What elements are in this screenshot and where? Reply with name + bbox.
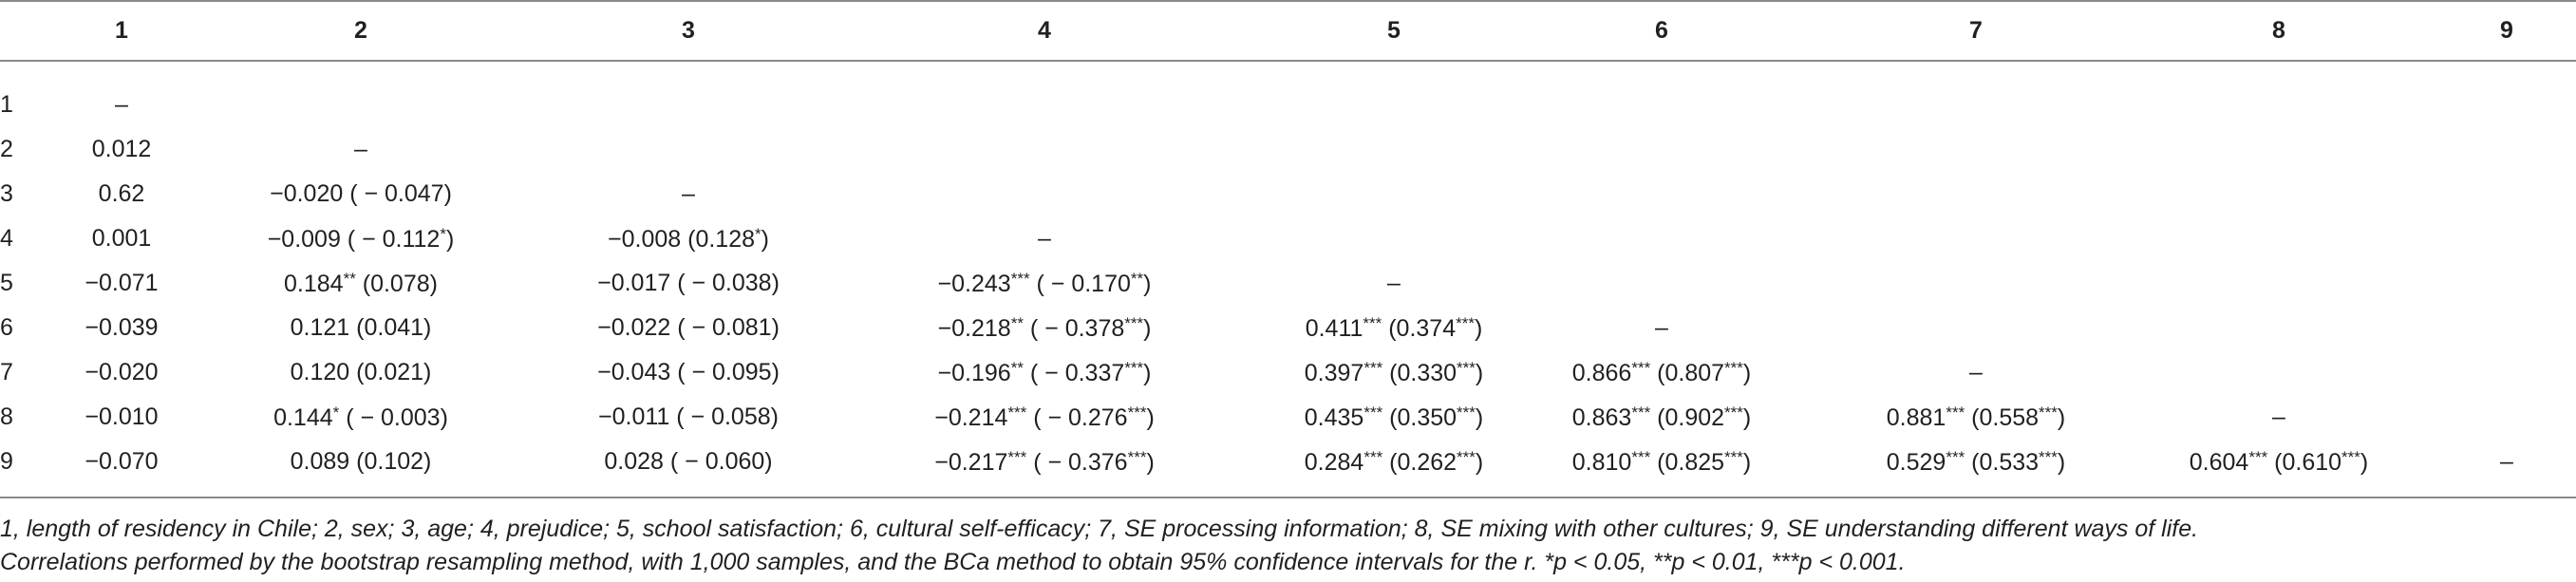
row-label-8: 8 — [0, 404, 13, 430]
table-cell-r9-c9: – — [2500, 448, 2513, 475]
column-header-1: 1 — [115, 17, 128, 44]
table-cell-r7-c2: 0.120 (0.021) — [290, 359, 432, 385]
row-label-7: 7 — [0, 359, 13, 385]
table-cell-r8-c4: −0.214*** ( − 0.276***) — [934, 404, 1155, 431]
table-cell-r7-c7: – — [1969, 359, 1983, 385]
table-cell-r6-c5: 0.411*** (0.374***) — [1305, 314, 1483, 342]
table-cell-r9-c4: −0.217*** ( − 0.376***) — [934, 448, 1155, 476]
table-cell-r9-c7: 0.529*** (0.533***) — [1886, 448, 2066, 476]
row-label-6: 6 — [0, 314, 13, 341]
column-header-4: 4 — [1038, 17, 1051, 44]
table-cell-r5-c4: −0.243*** ( − 0.170**) — [937, 270, 1152, 297]
table-cell-r4-c4: – — [1038, 225, 1051, 252]
table-cell-r8-c8: – — [2272, 404, 2285, 430]
table-cell-r9-c6: 0.810*** (0.825***) — [1571, 448, 1752, 476]
column-header-2: 2 — [354, 17, 367, 44]
row-label-9: 9 — [0, 448, 13, 475]
column-header-5: 5 — [1387, 17, 1401, 44]
table-footnote-method: Correlations performed by the bootstrap … — [0, 549, 1906, 575]
table-cell-r6-c2: 0.121 (0.041) — [290, 314, 432, 341]
table-footnote-abbreviations: 1, length of residency in Chile; 2, sex;… — [0, 516, 2199, 542]
table-cell-r2-c1: 0.012 — [91, 136, 152, 162]
column-header-3: 3 — [682, 17, 695, 44]
table-cell-r2-c2: – — [354, 136, 367, 162]
table-cell-r5-c1: −0.071 — [85, 270, 159, 296]
row-label-1: 1 — [0, 91, 13, 118]
column-header-7: 7 — [1969, 17, 1983, 44]
table-cell-r9-c2: 0.089 (0.102) — [290, 448, 432, 475]
table-cell-r7-c1: −0.020 — [85, 359, 159, 385]
table-cell-r5-c3: −0.017 ( − 0.038) — [597, 270, 780, 296]
table-cell-r5-c5: – — [1387, 270, 1401, 296]
row-label-4: 4 — [0, 225, 13, 252]
row-label-2: 2 — [0, 136, 13, 162]
table-header-rule — [0, 60, 2576, 62]
table-cell-r9-c1: −0.070 — [85, 448, 159, 475]
row-label-3: 3 — [0, 180, 13, 207]
table-cell-r5-c2: 0.184** (0.078) — [284, 270, 438, 297]
table-cell-r6-c4: −0.218** ( − 0.378***) — [937, 314, 1152, 342]
table-cell-r8-c7: 0.881*** (0.558***) — [1886, 404, 2066, 431]
table-cell-r6-c1: −0.039 — [85, 314, 159, 341]
table-bottom-rule — [0, 497, 2576, 498]
column-header-9: 9 — [2500, 17, 2513, 44]
row-label-5: 5 — [0, 270, 13, 296]
table-cell-r6-c3: −0.022 ( − 0.081) — [597, 314, 780, 341]
table-cell-r4-c3: −0.008 (0.128*) — [608, 225, 769, 253]
table-cell-r8-c2: 0.144* ( − 0.003) — [273, 404, 448, 431]
table-cell-r1-c1: – — [115, 91, 128, 118]
table-cell-r7-c6: 0.866*** (0.807***) — [1571, 359, 1752, 386]
table-cell-r6-c6: – — [1655, 314, 1668, 341]
table-cell-r8-c1: −0.010 — [85, 404, 159, 430]
table-cell-r7-c5: 0.397*** (0.330***) — [1304, 359, 1484, 386]
column-header-6: 6 — [1655, 17, 1668, 44]
table-cell-r8-c6: 0.863*** (0.902***) — [1571, 404, 1752, 431]
table-cell-r7-c4: −0.196** ( − 0.337***) — [937, 359, 1152, 386]
table-cell-r9-c8: 0.604*** (0.610***) — [2189, 448, 2369, 476]
table-cell-r9-c5: 0.284*** (0.262***) — [1304, 448, 1484, 476]
table-cell-r3-c2: −0.020 ( − 0.047) — [270, 180, 452, 207]
table-cell-r8-c3: −0.011 ( − 0.058) — [598, 404, 779, 430]
table-cell-r4-c2: −0.009 ( − 0.112*) — [267, 225, 455, 253]
table-cell-r7-c3: −0.043 ( − 0.095) — [597, 359, 780, 385]
table-cell-r4-c1: 0.001 — [91, 225, 152, 252]
column-header-8: 8 — [2272, 17, 2285, 44]
table-cell-r8-c5: 0.435*** (0.350***) — [1304, 404, 1484, 431]
table-top-rule — [0, 0, 2576, 2]
table-cell-r3-c1: 0.62 — [98, 180, 145, 207]
table-cell-r9-c3: 0.028 ( − 0.060) — [604, 448, 773, 475]
table-cell-r3-c3: – — [682, 180, 695, 207]
